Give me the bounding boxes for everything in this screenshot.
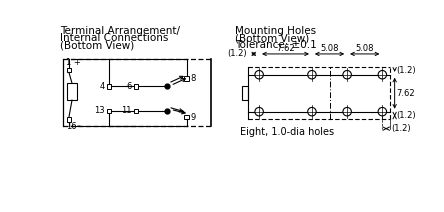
Text: 7.62: 7.62 bbox=[396, 89, 415, 98]
Text: 13: 13 bbox=[95, 106, 105, 115]
Text: 4: 4 bbox=[100, 82, 105, 91]
Text: (1.2): (1.2) bbox=[392, 124, 411, 133]
Text: 5.08: 5.08 bbox=[320, 44, 339, 53]
Text: (1.2): (1.2) bbox=[227, 49, 247, 59]
Text: (1.2): (1.2) bbox=[396, 66, 416, 75]
Text: 11: 11 bbox=[122, 106, 132, 115]
Circle shape bbox=[308, 107, 316, 116]
Circle shape bbox=[255, 107, 263, 116]
Text: Internal Connections: Internal Connections bbox=[60, 33, 169, 43]
Text: 9: 9 bbox=[190, 113, 196, 121]
Bar bbox=[107, 109, 111, 113]
Text: 5.08: 5.08 bbox=[356, 44, 374, 53]
Text: (1.2): (1.2) bbox=[396, 111, 416, 120]
Bar bbox=[242, 86, 248, 100]
Text: 16⁻: 16⁻ bbox=[66, 123, 81, 131]
Bar bbox=[184, 76, 189, 81]
Text: 6: 6 bbox=[127, 82, 132, 91]
Bar bbox=[184, 115, 189, 119]
Circle shape bbox=[343, 107, 351, 116]
Bar bbox=[67, 117, 71, 122]
Circle shape bbox=[308, 70, 316, 79]
Text: (Bottom View): (Bottom View) bbox=[60, 40, 135, 50]
Circle shape bbox=[343, 70, 351, 79]
Bar bbox=[107, 84, 111, 89]
Text: 8: 8 bbox=[190, 74, 196, 83]
Text: Eight, 1.0-dia holes: Eight, 1.0-dia holes bbox=[240, 127, 334, 137]
Text: 7.62: 7.62 bbox=[276, 44, 295, 53]
Text: Tolerance: ±0.1: Tolerance: ±0.1 bbox=[235, 40, 317, 50]
Circle shape bbox=[255, 70, 263, 79]
Text: Terminal Arrangement/: Terminal Arrangement/ bbox=[60, 26, 180, 36]
Text: 1 +: 1 + bbox=[66, 58, 81, 67]
Text: Mounting Holes: Mounting Holes bbox=[235, 26, 317, 36]
Bar bbox=[134, 109, 138, 113]
Bar bbox=[67, 68, 71, 73]
Bar bbox=[134, 84, 138, 89]
Circle shape bbox=[378, 107, 387, 116]
Text: (Bottom View): (Bottom View) bbox=[235, 33, 309, 43]
Bar bbox=[67, 83, 77, 100]
Circle shape bbox=[378, 70, 387, 79]
